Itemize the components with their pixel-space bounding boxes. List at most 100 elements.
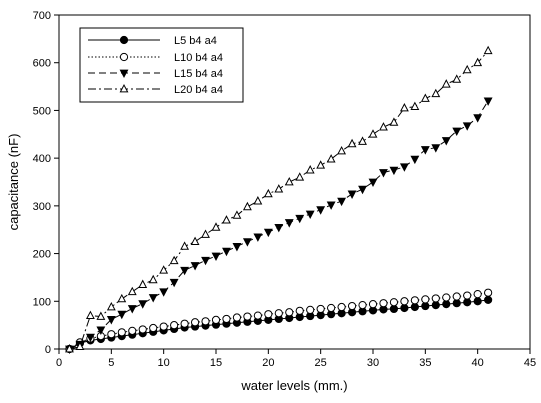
data-point xyxy=(368,129,378,138)
y-tick-label: 100 xyxy=(33,296,51,308)
data-point xyxy=(211,315,221,324)
data-point xyxy=(117,293,127,303)
data-point xyxy=(389,166,399,176)
legend-marker xyxy=(119,83,129,93)
data-point xyxy=(389,117,399,126)
data-point xyxy=(128,326,137,335)
x-tick-label: 5 xyxy=(108,357,114,369)
data-point xyxy=(483,45,493,55)
x-tick-label: 15 xyxy=(210,357,222,369)
data-point xyxy=(316,304,325,314)
data-point xyxy=(420,93,430,102)
data-point xyxy=(75,341,85,350)
data-point xyxy=(410,101,420,110)
data-point xyxy=(358,185,367,195)
data-point xyxy=(253,233,263,242)
data-point xyxy=(149,323,158,333)
series-2 xyxy=(65,288,493,354)
y-axis-label: capacitance (nF) xyxy=(6,134,21,231)
data-point xyxy=(159,265,169,274)
data-point xyxy=(399,163,409,172)
y-tick-label: 700 xyxy=(33,10,51,22)
x-tick-label: 25 xyxy=(315,357,327,369)
data-point xyxy=(326,201,336,210)
x-tick-label: 40 xyxy=(472,357,484,369)
x-tick-label: 35 xyxy=(419,357,431,369)
x-tick-label: 45 xyxy=(524,357,536,369)
data-point xyxy=(441,137,451,146)
data-point xyxy=(368,300,378,309)
data-point xyxy=(159,322,168,331)
data-point xyxy=(170,321,179,330)
data-point xyxy=(452,127,462,136)
data-point xyxy=(96,311,106,320)
data-point xyxy=(389,304,399,314)
data-point xyxy=(400,303,409,313)
data-point xyxy=(242,238,252,247)
data-point xyxy=(232,210,242,219)
legend: L5 b4 a4 L10 b4 a4 L15 b4 a4 L20 b4 a4 xyxy=(79,27,244,103)
data-point xyxy=(337,302,346,312)
data-point xyxy=(106,301,116,311)
data-point xyxy=(232,313,242,322)
data-point xyxy=(400,297,409,306)
series-1 xyxy=(65,295,493,354)
data-point xyxy=(190,318,200,327)
data-point xyxy=(452,299,461,308)
data-point xyxy=(180,319,189,328)
data-point xyxy=(316,206,326,215)
data-point xyxy=(117,328,126,337)
data-point xyxy=(452,292,461,301)
x-tick-label: 10 xyxy=(158,357,170,369)
legend-items: L5 b4 a4 L10 b4 a4 L15 b4 a4 L20 b4 a4 xyxy=(88,35,223,96)
y-tick-label: 600 xyxy=(33,58,51,70)
data-point xyxy=(473,57,483,67)
legend-label: L5 b4 a4 xyxy=(174,35,217,47)
data-point xyxy=(441,79,451,88)
data-point xyxy=(106,316,116,325)
data-point xyxy=(148,294,158,303)
data-point xyxy=(274,184,284,193)
series-4 xyxy=(65,45,493,353)
y-tick-label: 400 xyxy=(33,153,51,165)
data-point xyxy=(410,296,419,305)
data-point xyxy=(85,310,95,319)
data-point xyxy=(462,122,472,131)
data-point xyxy=(410,302,419,312)
legend-marker xyxy=(119,69,129,79)
y-tick-label: 200 xyxy=(33,249,51,261)
data-point xyxy=(420,146,430,155)
data-point xyxy=(379,299,388,308)
data-point xyxy=(358,136,367,145)
data-point xyxy=(85,333,95,343)
data-point xyxy=(399,103,409,112)
data-point xyxy=(253,196,263,205)
data-point xyxy=(463,291,472,300)
data-point xyxy=(222,215,231,224)
data-point xyxy=(180,241,190,250)
data-point xyxy=(347,190,357,199)
data-point xyxy=(201,317,210,326)
data-point xyxy=(452,74,462,83)
data-point xyxy=(274,223,284,233)
data-point xyxy=(347,138,357,148)
data-point xyxy=(431,88,441,98)
data-point xyxy=(243,312,252,321)
legend-item: L15 b4 a4 xyxy=(88,68,223,80)
data-point xyxy=(274,309,283,318)
data-point xyxy=(107,330,116,339)
x-tick-label: 0 xyxy=(56,357,62,369)
data-point xyxy=(473,114,483,123)
legend-item: L5 b4 a4 xyxy=(88,35,217,47)
legend-label: L10 b4 a4 xyxy=(174,52,223,64)
data-point xyxy=(337,145,347,155)
data-point xyxy=(65,343,74,353)
data-point xyxy=(483,97,493,106)
data-point xyxy=(358,301,367,310)
data-point xyxy=(295,214,305,224)
data-point xyxy=(242,201,252,211)
data-point xyxy=(431,144,441,153)
data-point xyxy=(484,288,493,297)
data-point xyxy=(305,165,315,174)
